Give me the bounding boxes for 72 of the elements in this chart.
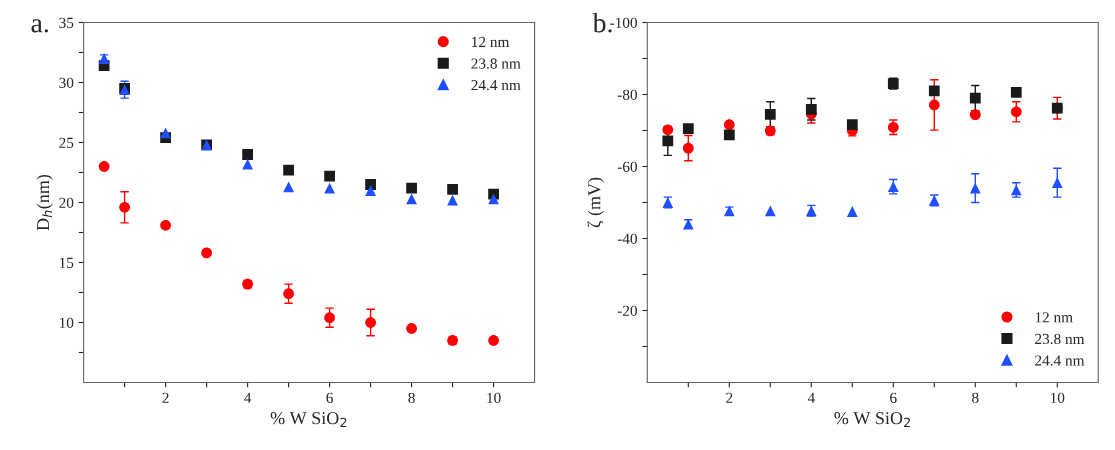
y-tick-label: 30 [59,77,74,88]
x-tick-label: 8 [408,392,415,403]
x-tick-label: 4 [807,392,815,403]
point [928,85,940,97]
x-tick-label: 2 [726,392,733,403]
point [488,193,499,205]
legend-label: 23.8 nm [471,58,521,69]
point [723,119,735,131]
x-tick-label: 6 [890,392,897,403]
x-tick-label: 10 [1050,392,1065,403]
y-axis-title: D$_{h}$(nm) [36,174,53,231]
point [1010,106,1022,118]
y-tick-label: 15 [59,257,74,268]
point [242,149,253,160]
point [201,247,212,259]
point [805,103,817,115]
point [682,142,694,154]
point [682,123,694,135]
point [764,108,776,120]
x-tick-label: 4 [244,392,252,403]
x-tick-label: 2 [162,392,169,403]
point [488,335,499,346]
point [283,164,294,176]
y-axis-title: ζ (mV) [587,177,605,228]
point [406,323,417,334]
point [928,99,940,111]
point [365,317,376,328]
point [160,219,171,231]
point [324,312,335,324]
point [98,161,110,172]
chart-title: a. [31,19,48,33]
point [723,129,735,141]
point [119,201,130,213]
point [662,124,674,136]
x-tick-label: 10 [487,392,501,403]
y-tick-label: -40 [617,233,638,244]
y-tick-label: 35 [59,17,74,28]
x-tick-label: 6 [326,392,333,403]
legend-label: 12 nm [1035,312,1073,323]
x-tick-label: 8 [972,392,979,403]
point [160,127,171,139]
point [447,183,458,195]
legend-label: 24.4 nm [1035,355,1085,366]
point [324,170,335,182]
point [969,92,981,104]
y-tick-label: -100 [610,17,638,28]
chart-title: b. [592,12,612,33]
point [969,182,981,194]
y-tick-label: -20 [617,305,638,316]
point [406,193,417,205]
legend-label: 24.4 nm [471,80,521,91]
point [1010,86,1022,98]
y-tick-label: 25 [59,137,74,148]
point [1051,177,1063,189]
point [406,182,417,194]
point [846,119,858,131]
point [365,185,376,196]
x-axis-title: % W SiO$_{2}$ [270,412,347,428]
point [846,206,858,217]
point [969,109,981,121]
point [764,205,776,217]
y-tick-label: -80 [617,89,638,100]
point [283,181,294,193]
y-tick-label: -60 [617,161,638,172]
point [283,288,294,300]
legend-label: 23.8 nm [1035,333,1085,345]
legend-label: 12 nm [472,36,510,47]
x-axis-title: % W SiO$_{2}$ [834,412,910,428]
point [98,53,110,64]
y-tick-label: 10 [59,317,74,328]
point [662,135,674,147]
y-tick-label: 20 [59,197,74,208]
